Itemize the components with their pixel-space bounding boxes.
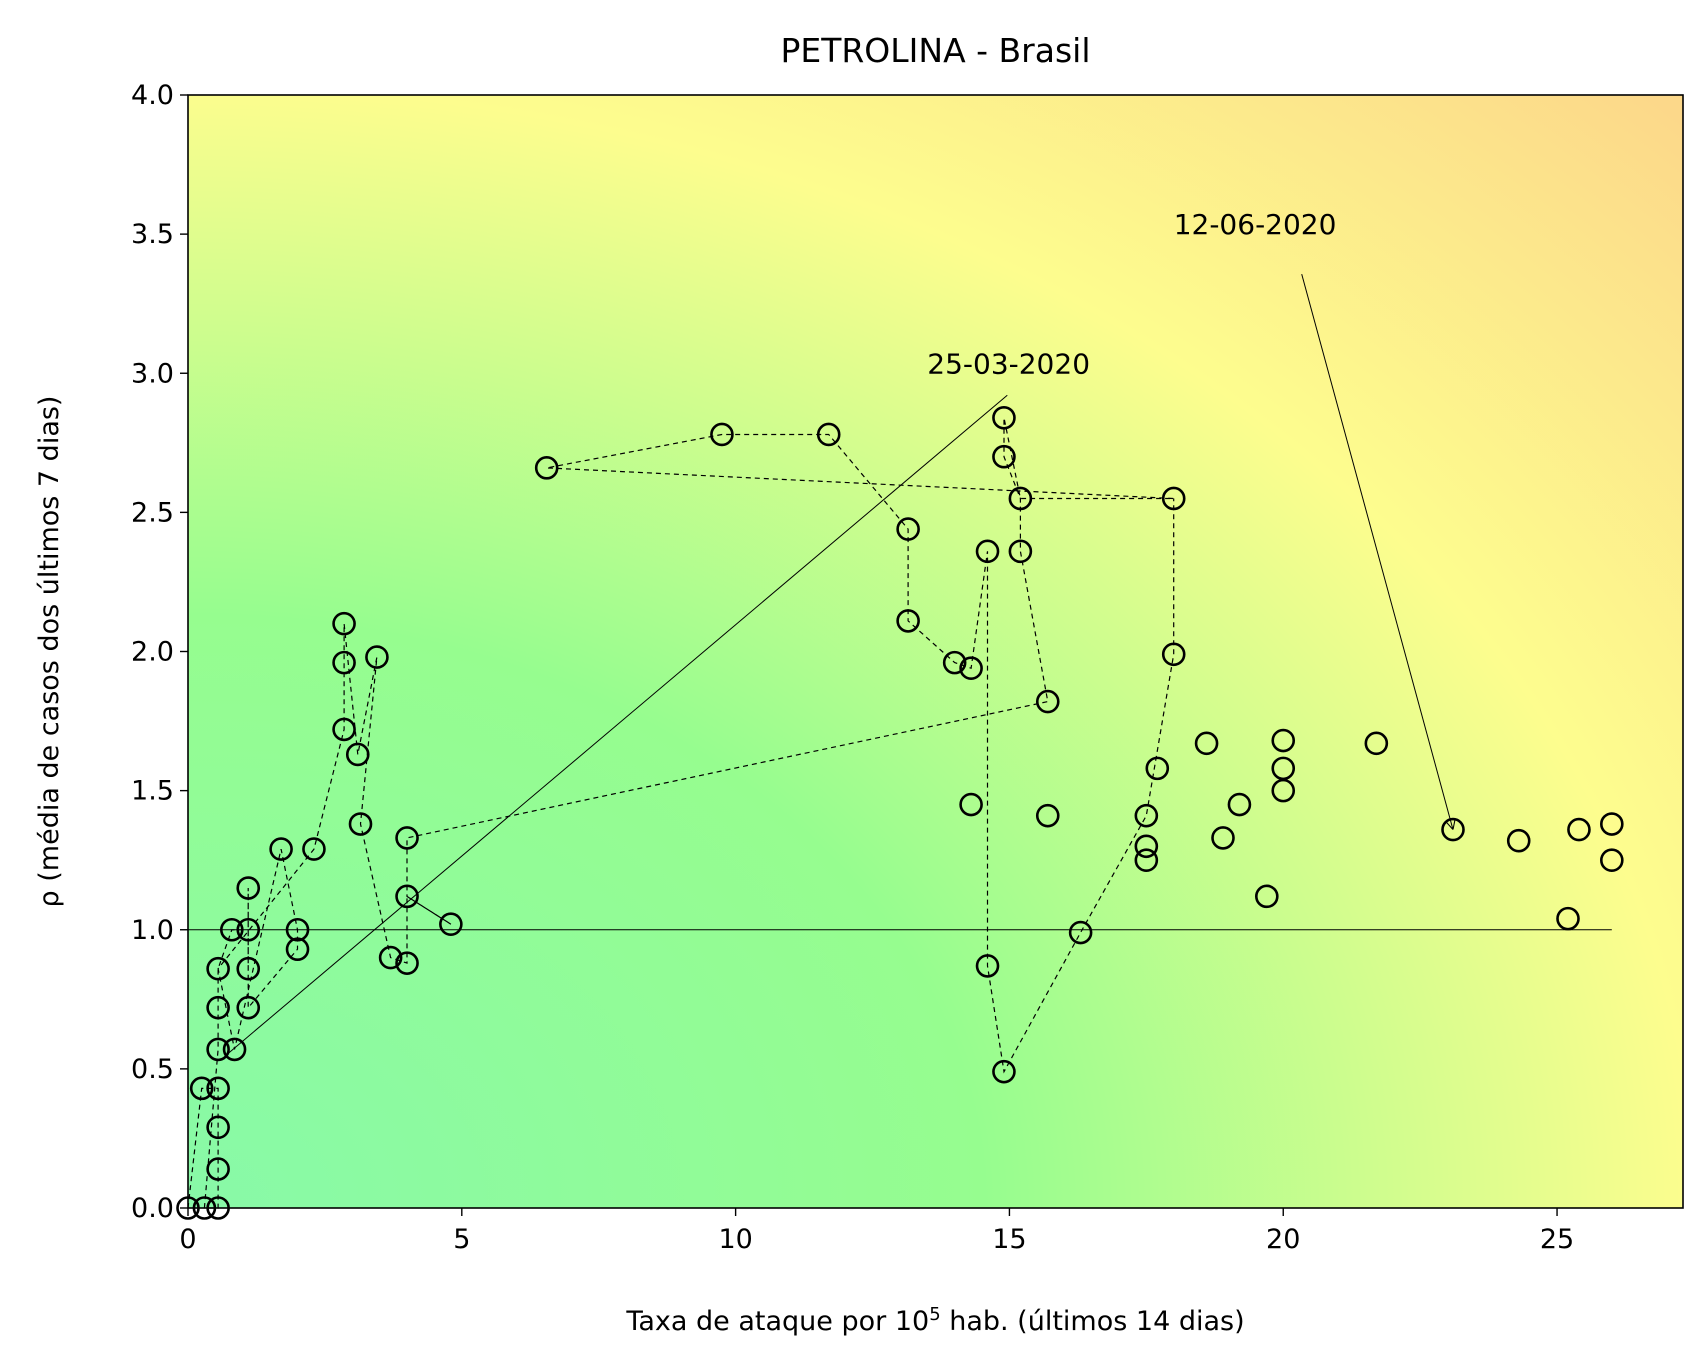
- annotation-label: 12-06-2020: [1174, 208, 1337, 241]
- data-point: [220, 917, 244, 942]
- y-tick-label: 3.5: [131, 219, 174, 250]
- x-tick-label: 10: [718, 1224, 752, 1255]
- data-point: [975, 539, 1000, 564]
- annotation-lines: [226, 273, 1453, 1056]
- plot-background: [188, 95, 1683, 1208]
- y-axis: 0.0 0.5 1.0 1.5 2.0 2.5 3.0 3.5 4.0: [131, 80, 188, 1224]
- data-point: [206, 1076, 230, 1101]
- data-point: [189, 1076, 214, 1101]
- data-point: [896, 517, 920, 541]
- data-point: [1255, 884, 1279, 909]
- x-axis: 0 5 10 15 20 25: [179, 1208, 1574, 1255]
- data-point: [1364, 731, 1389, 756]
- data-point: [439, 912, 463, 936]
- data-point: [1506, 828, 1531, 853]
- data-point: [1145, 756, 1170, 781]
- x-tick-label: 0: [179, 1224, 196, 1255]
- data-point: [1227, 792, 1252, 817]
- x-tick-label: 15: [992, 1224, 1026, 1255]
- data-point: [206, 1157, 230, 1181]
- annotation-arrow: [1301, 273, 1453, 829]
- annotation-arrow: [226, 394, 1008, 1056]
- x-axis-label-superscript: 5: [929, 1304, 940, 1325]
- data-point: [1134, 848, 1159, 872]
- data-point: [1068, 920, 1093, 945]
- y-tick-label: 0.5: [131, 1054, 174, 1085]
- data-point: [378, 945, 403, 970]
- y-tick-label: 2.5: [131, 497, 174, 528]
- data-point: [1134, 834, 1159, 859]
- data-point: [1211, 826, 1235, 850]
- y-tick-label: 1.0: [131, 915, 174, 946]
- data-point: [206, 1037, 230, 1062]
- y-axis-label: ρ (média de casos dos últimos 7 dias): [34, 396, 65, 908]
- data-point: [942, 650, 967, 675]
- data-point: [206, 956, 230, 981]
- y-tick-label: 3.0: [131, 358, 174, 389]
- x-tick-label: 20: [1266, 1224, 1300, 1255]
- data-point: [285, 917, 310, 942]
- data-point: [1035, 803, 1060, 828]
- x-axis-label: Taxa de ataque por 105 hab. (últimos 14 …: [625, 1304, 1244, 1338]
- data-point: [236, 917, 261, 942]
- data-point: [710, 422, 734, 447]
- data-point: [992, 1059, 1016, 1084]
- data-point: [816, 422, 841, 447]
- chart-title: PETROLINA - Brasil: [780, 31, 1090, 70]
- data-point: [1441, 817, 1465, 842]
- x-axis-label-tail: hab. (últimos 14 dias): [941, 1306, 1245, 1337]
- data-point: [236, 995, 261, 1020]
- data-point: [348, 812, 373, 836]
- data-point: [992, 444, 1016, 469]
- data-point: [345, 742, 370, 767]
- data-point: [1035, 689, 1060, 714]
- data-point: [1271, 728, 1296, 753]
- data-point: [395, 951, 419, 975]
- data-point: [332, 717, 356, 742]
- data-point: [992, 405, 1016, 430]
- data-point: [1008, 486, 1033, 511]
- data-point: [236, 876, 261, 900]
- data-point: [1134, 803, 1159, 828]
- data-point: [959, 792, 983, 817]
- x-tick-label: 25: [1540, 1224, 1574, 1255]
- data-point: [896, 609, 920, 633]
- data-point: [534, 456, 559, 480]
- data-point: [222, 1037, 247, 1062]
- data-point: [1600, 812, 1624, 836]
- data-point: [1567, 817, 1591, 842]
- x-tick-label: 5: [453, 1224, 470, 1255]
- y-tick-label: 4.0: [131, 80, 174, 111]
- data-point: [269, 837, 293, 861]
- y-tick-label: 0.0: [131, 1193, 174, 1224]
- data-point: [1008, 539, 1033, 564]
- data-point: [1271, 756, 1296, 781]
- data-point: [1600, 848, 1624, 872]
- y-tick-label: 2.0: [131, 637, 174, 668]
- data-point: [332, 611, 356, 636]
- data-point: [959, 656, 983, 680]
- data-point: [395, 884, 419, 909]
- data-point: [236, 956, 261, 981]
- x-axis-label-main: Taxa de ataque por 10: [625, 1306, 929, 1337]
- data-point: [206, 995, 230, 1020]
- data-point: [332, 650, 356, 675]
- data-point: [285, 937, 310, 962]
- data-point: [206, 1115, 230, 1140]
- data-point: [1161, 642, 1186, 667]
- data-point: [1194, 731, 1219, 756]
- data-point: [975, 954, 1000, 978]
- y-tick-label: 1.5: [131, 776, 174, 807]
- data-point: [1161, 486, 1186, 511]
- data-point: [302, 837, 326, 861]
- annotation-labels: 25-03-2020 12-06-2020: [927, 208, 1336, 380]
- annotation-label: 25-03-2020: [927, 347, 1090, 380]
- data-point: [1556, 906, 1580, 931]
- data-point: [365, 645, 389, 669]
- data-point: [395, 826, 419, 850]
